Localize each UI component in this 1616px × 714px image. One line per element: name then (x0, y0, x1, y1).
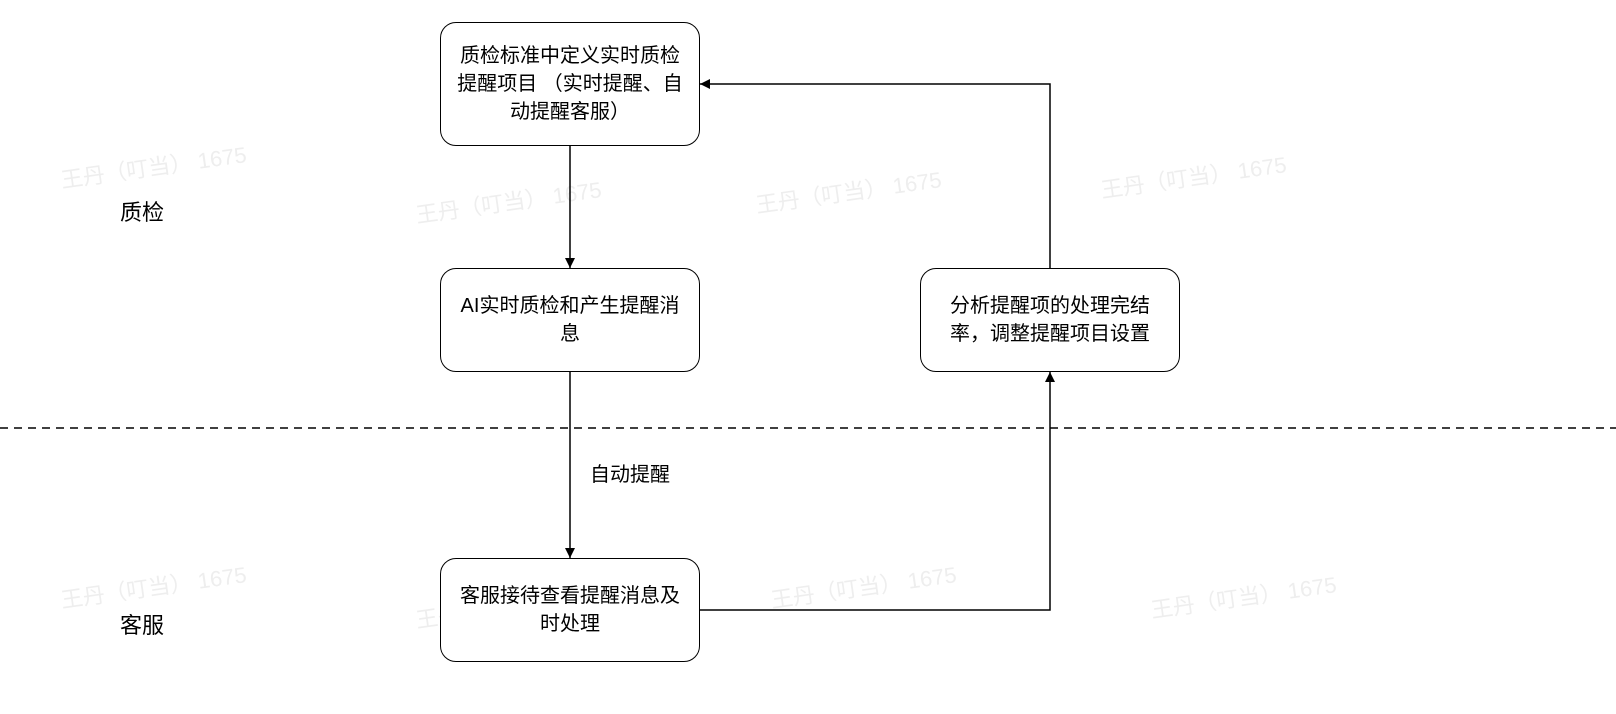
node-label: AI实时质检和产生提醒消息 (455, 292, 685, 348)
watermark: 王丹（叮当） 1675 (1149, 567, 1339, 625)
watermark: 王丹（叮当） 1675 (769, 557, 959, 615)
lane-label-cs: 客服 (120, 608, 164, 640)
node-label: 分析提醒项的处理完结率，调整提醒项目设置 (935, 292, 1165, 348)
lane-label-qc: 质检 (120, 195, 164, 227)
watermark: 王丹（叮当） 1675 (754, 162, 944, 220)
watermark: 王丹（叮当） 1675 (414, 172, 604, 230)
node-label: 客服接待查看提醒消息及时处理 (455, 582, 685, 638)
edge-n4-n1 (700, 84, 1050, 268)
watermark: 王丹（叮当） 1675 (59, 137, 249, 195)
flowchart-canvas: 王丹（叮当） 1675 王丹（叮当） 1675 王丹（叮当） 1675 王丹（叮… (0, 0, 1616, 714)
edge-n3-n4 (700, 372, 1050, 610)
watermark: 王丹（叮当） 1675 (1099, 147, 1289, 205)
node-analyze-adjust: 分析提醒项的处理完结率，调整提醒项目设置 (920, 268, 1180, 372)
edge-label-auto-remind: 自动提醒 (586, 458, 674, 487)
node-cs-handle-reminder: 客服接待查看提醒消息及时处理 (440, 558, 700, 662)
watermark: 王丹（叮当） 1675 (59, 557, 249, 615)
node-ai-realtime-qc: AI实时质检和产生提醒消息 (440, 268, 700, 372)
node-label: 质检标准中定义实时质检提醒项目 （实时提醒、自动提醒客服） (455, 42, 685, 126)
edges-overlay (0, 0, 1616, 714)
node-define-qc-standard: 质检标准中定义实时质检提醒项目 （实时提醒、自动提醒客服） (440, 22, 700, 146)
